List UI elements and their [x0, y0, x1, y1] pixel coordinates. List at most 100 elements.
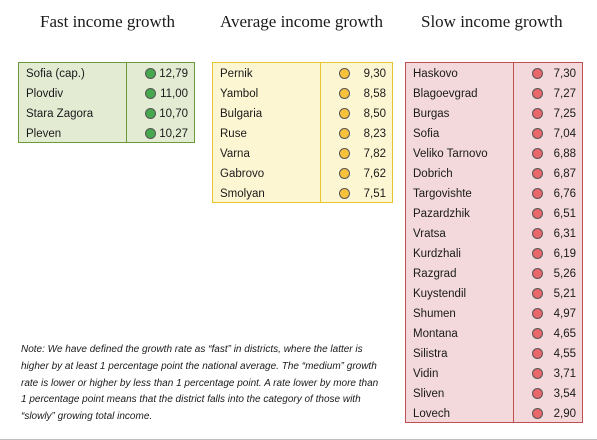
district-name: Ruse [220, 128, 247, 140]
slow-district-row: Dobrich 6,87 [406, 164, 582, 184]
slow-district-row: Montana 4,65 [406, 324, 582, 344]
status-dot-icon [532, 128, 543, 139]
growth-value: 11,00 [160, 88, 188, 100]
slow-growth-panel: Haskovo 7,30 Blagoevgrad 7,27 Burgas 7,25 Sofi… [405, 62, 583, 423]
slow-district-row: Sofia 7,04 [406, 124, 582, 144]
district-name: Kurdzhali [413, 248, 461, 260]
status-dot-icon [339, 128, 350, 139]
district-name: Dobrich [413, 168, 453, 180]
slow-district-row: Pazardzhik 6,51 [406, 204, 582, 224]
status-dot-icon [532, 228, 543, 239]
growth-value: 3,71 [553, 368, 576, 380]
district-name: Smolyan [220, 188, 265, 200]
growth-value: 6,31 [553, 228, 576, 240]
status-dot-icon [339, 168, 350, 179]
status-dot-icon [532, 368, 543, 379]
fast-panel-divider [126, 63, 127, 142]
fast-growth-panel: Sofia (cap.) 12,79 Plovdiv 11,00 Stara Zagor… [18, 62, 195, 143]
status-dot-icon [339, 188, 350, 199]
district-name: Pazardzhik [413, 208, 470, 220]
slow-district-row: Lovech 2,90 [406, 404, 582, 424]
growth-value: 7,04 [553, 128, 576, 140]
growth-value: 8,50 [363, 108, 386, 120]
district-name: Targovishte [413, 188, 472, 200]
district-name: Burgas [413, 108, 450, 120]
slow-district-row: Kuystendil 5,21 [406, 284, 582, 304]
heading-fast-income-growth: Fast income growth [40, 12, 176, 31]
status-dot-icon [532, 168, 543, 179]
fast-district-row: Plovdiv 11,00 [19, 84, 194, 104]
growth-value: 7,30 [553, 68, 576, 80]
methodology-note: Note: We have defined the growth rate as… [21, 344, 379, 423]
growth-value: 6,51 [553, 208, 576, 220]
growth-value: 7,51 [363, 188, 386, 200]
slow-district-row: Burgas 7,25 [406, 104, 582, 124]
district-name: Sofia [413, 128, 440, 140]
growth-value: 4,65 [553, 328, 576, 340]
growth-value: 6,87 [553, 168, 576, 180]
status-dot-icon [339, 148, 350, 159]
growth-value: 10,70 [159, 108, 188, 120]
status-dot-icon [532, 188, 543, 199]
district-name: Haskovo [413, 68, 458, 80]
fast-district-row: Stara Zagora 10,70 [19, 104, 194, 124]
slow-panel-divider [513, 63, 514, 422]
growth-value: 3,54 [553, 388, 576, 400]
district-name: Sliven [413, 388, 445, 400]
status-dot-icon [145, 108, 156, 119]
district-name: Plovdiv [26, 88, 64, 100]
status-dot-icon [532, 108, 543, 119]
district-name: Silistra [413, 348, 448, 360]
slow-district-row: Vidin 3,71 [406, 364, 582, 384]
growth-value: 6,88 [553, 148, 576, 160]
district-name: Vratsa [413, 228, 446, 240]
status-dot-icon [339, 88, 350, 99]
growth-value: 7,62 [363, 168, 386, 180]
growth-value: 8,58 [363, 88, 386, 100]
district-name: Montana [413, 328, 458, 340]
average-growth-panel: Pernik 9,30 Yambol 8,58 Bulgaria 8,50 Ruse 8,23… [212, 62, 393, 203]
growth-value: 4,55 [553, 348, 576, 360]
slow-district-row: Veliko Tarnovo 6,88 [406, 144, 582, 164]
growth-value: 8,23 [363, 128, 386, 140]
district-name: Gabrovo [220, 168, 265, 180]
average-district-row: Yambol 8,58 [213, 84, 392, 104]
district-name: Kuystendil [413, 288, 467, 300]
growth-value: 2,90 [553, 408, 576, 420]
status-dot-icon [532, 208, 543, 219]
status-dot-icon [532, 88, 543, 99]
growth-value: 7,27 [553, 88, 576, 100]
slow-district-row: Shumen 4,97 [406, 304, 582, 324]
district-name: Sofia (cap.) [26, 68, 85, 80]
growth-value: 10,27 [159, 128, 188, 140]
growth-value: 5,21 [553, 288, 576, 300]
fast-district-row: Pleven 10,27 [19, 124, 194, 144]
slow-district-row: Razgrad 5,26 [406, 264, 582, 284]
district-name: Pleven [26, 128, 62, 140]
district-name: Veliko Tarnovo [413, 148, 488, 160]
heading-slow-income-growth: Slow income growth [421, 12, 563, 31]
district-name: Lovech [413, 408, 451, 420]
status-dot-icon [532, 348, 543, 359]
slow-district-row: Silistra 4,55 [406, 344, 582, 364]
growth-value: 9,30 [363, 68, 386, 80]
status-dot-icon [339, 108, 350, 119]
status-dot-icon [339, 68, 350, 79]
district-name: Bulgaria [220, 108, 263, 120]
slow-district-row: Blagoevgrad 7,27 [406, 84, 582, 104]
growth-value: 6,76 [553, 188, 576, 200]
district-name: Varna [220, 148, 250, 160]
district-name: Blagoevgrad [413, 88, 478, 100]
average-panel-divider [320, 63, 321, 202]
status-dot-icon [145, 88, 156, 99]
average-district-row: Smolyan 7,51 [213, 184, 392, 204]
district-name: Yambol [220, 88, 259, 100]
status-dot-icon [532, 388, 543, 399]
district-name: Shumen [413, 308, 456, 320]
status-dot-icon [532, 288, 543, 299]
fast-district-row: Sofia (cap.) 12,79 [19, 64, 194, 84]
average-district-row: Ruse 8,23 [213, 124, 392, 144]
slow-district-row: Haskovo 7,30 [406, 64, 582, 84]
status-dot-icon [532, 68, 543, 79]
status-dot-icon [532, 148, 543, 159]
